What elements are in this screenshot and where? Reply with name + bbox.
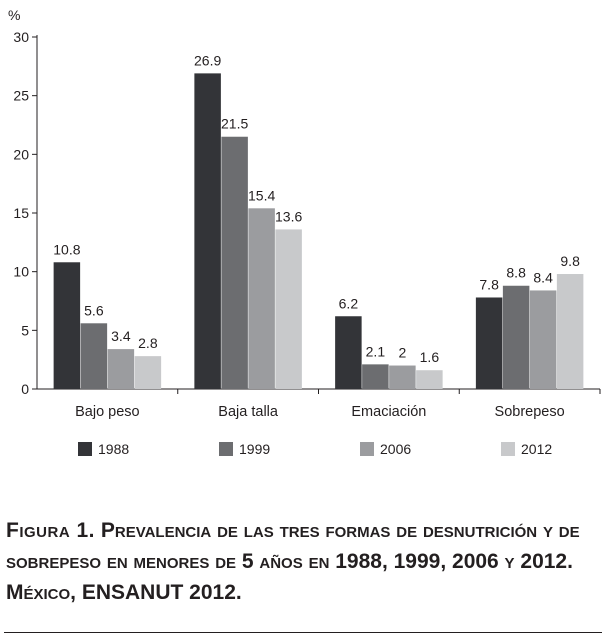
bar — [134, 356, 162, 389]
bar-value-label: 2.8 — [138, 335, 158, 351]
caption-text: Prevalencia de las tres formas de desnut… — [6, 519, 580, 604]
bar — [416, 370, 443, 389]
bar — [53, 262, 81, 389]
legend-swatch — [78, 442, 92, 456]
legend-swatch — [360, 442, 374, 456]
bar — [335, 316, 362, 389]
bar-value-label: 21.5 — [221, 116, 248, 132]
figure-caption: Figura 1. Prevalencia de las tres formas… — [6, 515, 602, 608]
y-tick-label: 15 — [13, 205, 29, 221]
bar-value-label: 2 — [398, 345, 406, 361]
legend-label: 2006 — [380, 441, 411, 457]
y-axis-label: % — [8, 7, 20, 23]
bar-value-label: 3.4 — [111, 328, 131, 344]
y-tick-label: 5 — [21, 322, 29, 338]
y-tick-label: 20 — [13, 146, 29, 162]
bar — [248, 208, 275, 389]
bar — [529, 290, 557, 389]
category-label: Baja talla — [218, 404, 279, 420]
bar — [194, 73, 221, 389]
legend: 1988 1999 2006 2012 — [78, 441, 552, 457]
chart: % 0 5 10 15 20 25 30 10.8 5.6 3.4 2.8 26.9 21.5 15.4… — [8, 7, 601, 457]
legend-label: 2012 — [521, 441, 552, 457]
category-label: Emaciación — [351, 404, 426, 420]
legend-label: 1999 — [239, 441, 270, 457]
bottom-rule — [4, 632, 602, 633]
bar-value-label: 15.4 — [248, 187, 275, 203]
category-label: Bajo peso — [75, 404, 140, 420]
bar-value-label: 26.9 — [194, 52, 221, 68]
bar-value-label: 8.4 — [533, 269, 553, 285]
bar — [275, 229, 302, 389]
bar-value-label: 9.8 — [560, 253, 580, 269]
bar — [475, 297, 503, 389]
bar — [80, 323, 108, 389]
y-tick-label: 25 — [13, 88, 29, 104]
bar — [107, 349, 135, 389]
y-tick-label: 30 — [13, 29, 29, 45]
legend-swatch — [219, 442, 233, 456]
bar — [502, 285, 530, 389]
legend-label: 1988 — [98, 441, 129, 457]
bar-value-label: 2.1 — [366, 343, 386, 359]
bars: 10.8 5.6 3.4 2.8 26.9 21.5 15.413.6 6.2 2.1 2 1.6 7… — [53, 52, 584, 389]
category-label: Sobrepeso — [495, 404, 565, 420]
bar-value-label: 6.2 — [339, 295, 359, 311]
bar — [221, 136, 248, 389]
y-tick-label: 10 — [13, 264, 29, 280]
y-tick-label: 0 — [21, 381, 29, 397]
bar-value-label: 8.8 — [506, 265, 526, 281]
y-ticks: 0 5 10 15 20 25 30 — [13, 29, 37, 397]
bar-value-label: 5.6 — [84, 302, 104, 318]
bar-value-label: 1.6 — [420, 349, 440, 365]
bar — [362, 364, 389, 389]
bar-value-label: 13.6 — [275, 208, 302, 224]
category-labels: Bajo peso Baja talla Emaciación Sobrepeso — [75, 389, 601, 420]
bar-value-label: 7.8 — [479, 276, 499, 292]
bar — [556, 274, 584, 389]
caption-label: Figura 1. — [6, 519, 96, 542]
legend-swatch — [501, 442, 515, 456]
bar — [389, 365, 416, 389]
bar-value-label: 10.8 — [53, 241, 80, 257]
